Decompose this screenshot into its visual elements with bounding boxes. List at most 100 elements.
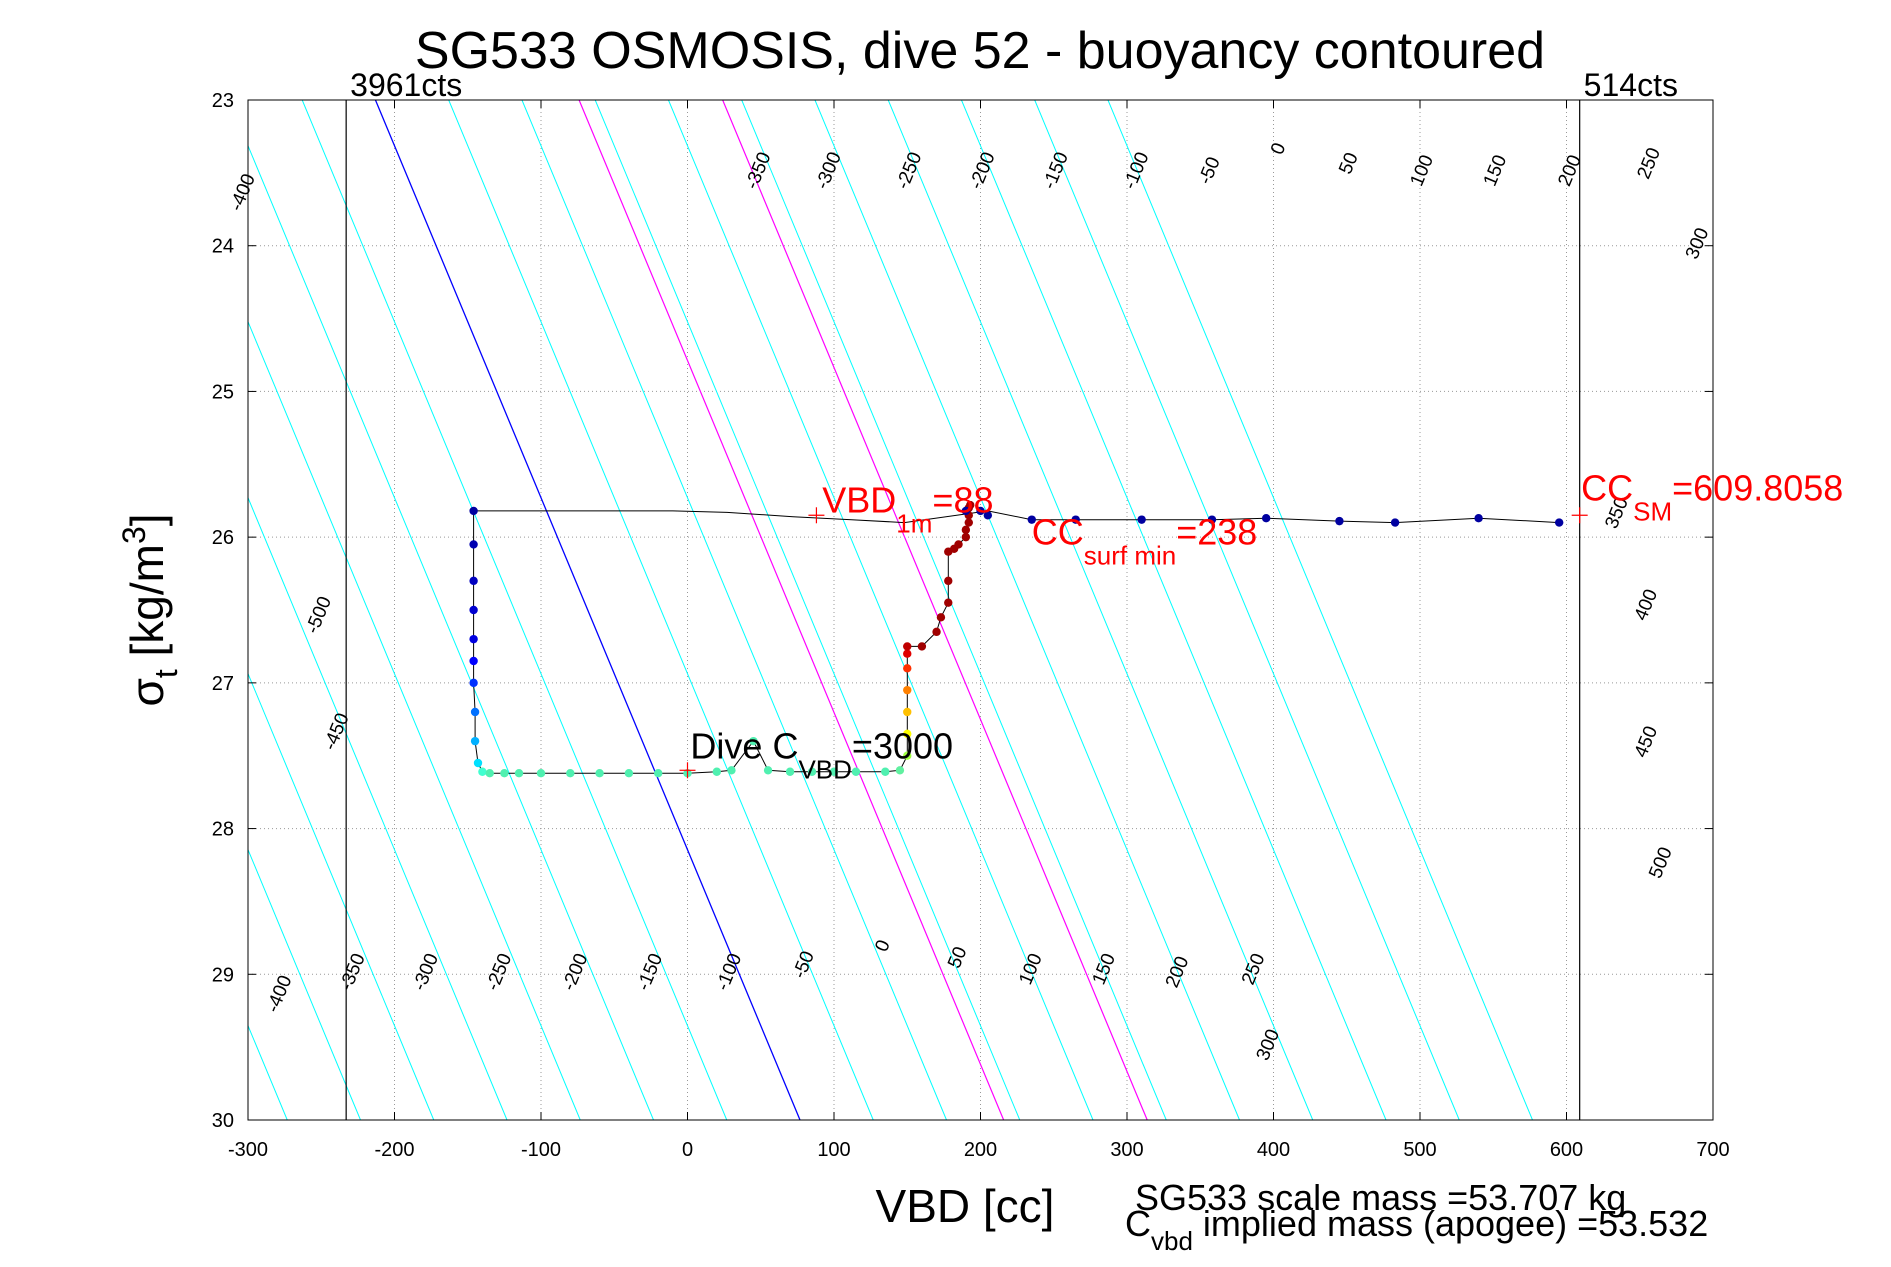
track-point (485, 769, 494, 778)
annotation-main: Dive C (690, 726, 798, 767)
count-limit-label: 514cts (1584, 67, 1678, 103)
track-point (469, 506, 478, 516)
track-point (961, 506, 971, 516)
track-point (983, 511, 993, 520)
track-point (473, 758, 483, 768)
contour-label: 100 (1406, 152, 1438, 189)
track-point (469, 634, 478, 644)
buoyancy-contour-line (248, 496, 508, 1120)
annotation-value: =88 (932, 479, 993, 520)
buoyancy-contour-line (0, 100, 68, 1120)
contour-label: 0 (871, 937, 894, 955)
x-tick-label: 300 (1110, 1139, 1143, 1161)
track-point (469, 540, 478, 549)
track-point (1137, 515, 1146, 524)
contour-label: -400 (226, 171, 260, 214)
track-point (470, 707, 480, 717)
track-point (903, 707, 912, 717)
track-point (514, 769, 524, 778)
x-tick-label: 500 (1403, 1139, 1436, 1161)
contour-label: -100 (1120, 149, 1154, 192)
annotation-divecvbd: Dive CVBD=3000 (690, 726, 953, 785)
y-axis-label: σt [kg/m3] (116, 513, 184, 706)
track-point (469, 605, 478, 615)
surface-track-line (473, 510, 1560, 524)
track-point (954, 540, 963, 549)
contour-label: 150 (1089, 951, 1121, 988)
contour-label: -150 (633, 951, 667, 994)
track-point (976, 506, 985, 516)
y-tick-label: 27 (212, 673, 234, 695)
track-point (749, 736, 758, 746)
track-point (727, 766, 736, 775)
annotation-ccsurfmin: CCsurf min=238 (1032, 511, 1258, 570)
track-point (1207, 515, 1217, 524)
y-tick-label: 24 (212, 236, 234, 258)
count-limit-lines: 3961cts 514cts (345, 67, 1678, 1120)
count-limit-label: 3961cts (350, 67, 462, 103)
track-point (903, 751, 912, 760)
track-point (470, 736, 480, 746)
reference-markers (679, 507, 1588, 779)
contour-label: -150 (1039, 149, 1073, 192)
contour-label: 400 (1631, 586, 1663, 623)
buoyancy-contour-line (887, 100, 1314, 1120)
track-point (469, 678, 478, 688)
buoyancy-contour-line (248, 848, 361, 1120)
contour-label: -200 (558, 951, 592, 994)
y-tick-label: 26 (212, 527, 234, 549)
annotation-value: =609.8058 (1672, 468, 1843, 509)
x-tick-label: -200 (374, 1139, 414, 1161)
track-point (903, 642, 912, 651)
track-point (469, 576, 478, 586)
track-point (966, 500, 975, 510)
buoyancy-contour-line (960, 100, 1387, 1120)
buoyancy-contour-line (0, 100, 214, 1120)
contour-label: 150 (1480, 152, 1512, 189)
track-point (1261, 514, 1271, 523)
track-point (895, 766, 905, 775)
annotation-subscript: 1m (896, 508, 932, 538)
x-tick-label: 0 (682, 1139, 693, 1161)
track-point (478, 767, 487, 776)
track-point (807, 767, 817, 776)
y-tick-label: 29 (212, 964, 234, 986)
track-point (944, 576, 953, 586)
buoyancy-contours (0, 100, 1533, 1120)
contour-label: 300 (1253, 1026, 1285, 1063)
track-point (936, 613, 946, 622)
annotation-subscript: VBD (798, 755, 851, 785)
track-point (785, 767, 795, 776)
y-axis-subscript: t (148, 669, 184, 678)
contour-label: 300 (1682, 225, 1714, 262)
annotation-main: CC (1581, 468, 1633, 509)
annotation-value: =238 (1176, 511, 1257, 552)
mass-contour-line (722, 100, 1148, 1120)
track-point (712, 767, 721, 776)
track-point (1027, 515, 1036, 524)
contour-label: 0 (1267, 140, 1290, 158)
x-axis-label: VBD [cc] (876, 1180, 1055, 1232)
track-point (1554, 518, 1564, 527)
track-point (961, 525, 971, 535)
contour-label: -250 (482, 951, 516, 994)
x-tick-label: -300 (228, 1139, 268, 1161)
track-point (903, 649, 912, 658)
contour-label: -50 (789, 948, 819, 981)
footer-implied-text: implied mass (apogee) =53.532 (1193, 1203, 1708, 1244)
buoyancy-contour-line (1034, 100, 1460, 1120)
contour-label: 200 (1554, 152, 1586, 189)
track-point (1474, 514, 1483, 523)
x-tick-label: 700 (1696, 1139, 1729, 1161)
buoyancy-contour-line (1107, 100, 1533, 1120)
buoyancy-contour-line (248, 320, 581, 1120)
buoyancy-contour-line (814, 100, 1240, 1120)
track-point (917, 642, 927, 651)
track-point (903, 729, 912, 739)
y-tick-label: 28 (212, 819, 234, 841)
footer-c-subscript: vbd (1151, 1226, 1193, 1256)
contour-label: -500 (302, 594, 336, 637)
contour-label: 200 (1162, 954, 1194, 991)
buoyancy-contour-line (667, 100, 1094, 1120)
